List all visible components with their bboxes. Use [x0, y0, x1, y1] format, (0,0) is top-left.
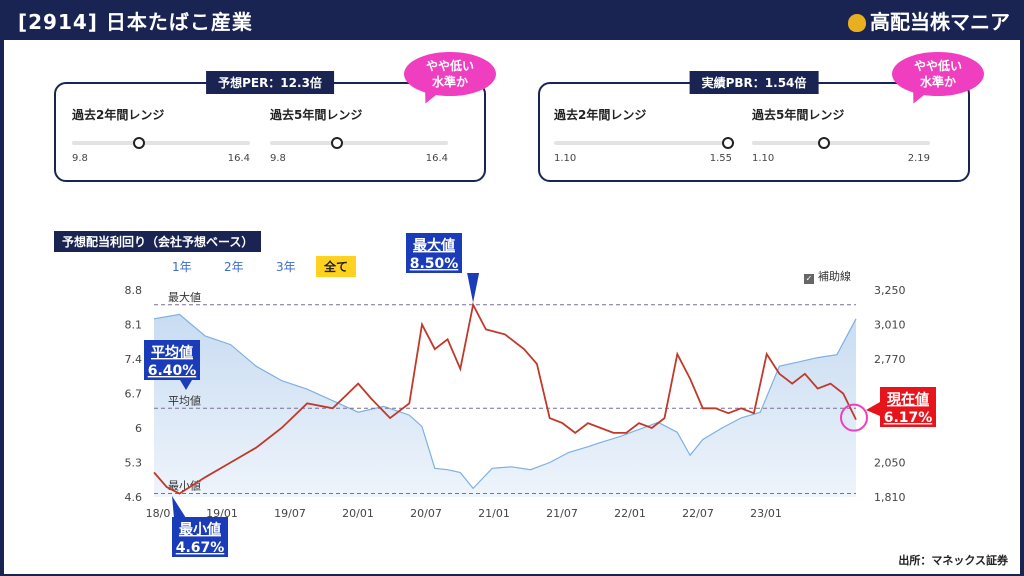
y-tick-label-right: 3,250	[874, 284, 906, 297]
range-low: 9.8	[270, 153, 286, 164]
callout-value: 8.50%	[410, 256, 459, 272]
y-tick-label-left: 4.6	[125, 491, 143, 504]
range-track	[554, 141, 732, 145]
per-card: 予想PER：12.3倍 過去2年間レンジ 9.8 16.4 過去5年間レンジ 9…	[54, 71, 486, 182]
callout-pointer	[172, 496, 186, 518]
range-label: 過去2年間レンジ	[554, 108, 647, 122]
pbr-comment-bubble: やや低い 水準か	[892, 52, 984, 106]
money-bag-icon	[848, 14, 866, 32]
callout-box	[172, 517, 228, 557]
brand-label: 高配当株マニア	[870, 10, 1010, 34]
range-high: 1.55	[709, 153, 732, 164]
pbr-tag: 実績PBR：1.54倍	[689, 71, 819, 94]
pbr-range-5y: 過去5年間レンジ 1.10 2.19	[752, 106, 930, 164]
y-tick-label-right: 1,810	[874, 491, 906, 504]
x-tick-label: 22/01	[614, 507, 646, 520]
per-range-2y: 過去2年間レンジ 9.8 16.4	[72, 106, 250, 164]
helper-line-toggle[interactable]: ✓ 補助線	[804, 268, 851, 284]
x-tick-label: 18/0	[146, 507, 171, 520]
range-marker	[330, 137, 343, 149]
range-high: 16.4	[425, 153, 448, 164]
tab-all[interactable]: 全て	[316, 256, 357, 277]
header-bar: [2914] 日本たばこ産業 高配当株マニア	[0, 0, 1024, 40]
range-label: 過去2年間レンジ	[72, 108, 165, 122]
callout-label: 最小値	[179, 521, 221, 538]
content-panel: 予想PER：12.3倍 過去2年間レンジ 9.8 16.4 過去5年間レンジ 9…	[4, 40, 1020, 574]
per-tag: 予想PER：12.3倍	[206, 71, 334, 94]
callout-label: 現在値	[887, 391, 929, 408]
range-marker	[721, 137, 734, 149]
callout-label: 最大値	[413, 237, 455, 254]
tab-3y[interactable]: 3年	[276, 260, 296, 274]
range-high: 16.4	[227, 153, 250, 164]
range-marker	[132, 137, 145, 149]
x-tick-label: 21/01	[478, 507, 510, 520]
callout-pointer	[467, 273, 480, 303]
x-tick-label: 22/07	[682, 507, 714, 520]
x-tick-label: 20/01	[342, 507, 374, 520]
range-label: 過去5年間レンジ	[270, 108, 363, 122]
price-line	[153, 313, 857, 490]
range-marker	[818, 137, 831, 149]
callout-value: 6.40%	[148, 363, 197, 379]
x-tick-label: 20/07	[410, 507, 442, 520]
chart-title: 予想配当利回り（会社予想ベース）	[54, 231, 262, 252]
y-tick-label-right: 3,010	[874, 319, 906, 332]
callout-box	[144, 340, 200, 380]
tab-1y[interactable]: 1年	[172, 260, 192, 274]
y-tick-label-left: 7.4	[125, 353, 143, 366]
reference-line-label: 最大値	[168, 290, 201, 304]
range-track	[72, 141, 250, 145]
brand-logo: 高配当株マニア	[848, 6, 1010, 35]
bubble-line: やや低い	[913, 59, 962, 73]
range-low: 1.10	[752, 153, 775, 164]
x-tick-label: 19/01	[206, 507, 238, 520]
range-label: 過去5年間レンジ	[752, 108, 845, 122]
x-tick-label: 19/07	[274, 507, 306, 520]
pbr-range-2y: 過去2年間レンジ 1.10 1.55	[554, 106, 734, 164]
y-tick-label-left: 6	[135, 422, 142, 435]
y-tick-label-right: 2,770	[874, 353, 906, 366]
y-tick-label-right: 2,050	[874, 457, 906, 470]
callout-value: 6.17%	[884, 410, 933, 426]
callout-pointer	[866, 402, 880, 416]
source-note: 出所：マネックス証券	[898, 554, 1008, 567]
reference-line-label: 平均値	[168, 394, 201, 407]
y-tick-label-left: 6.7	[125, 388, 143, 401]
x-tick-label: 23/01	[750, 507, 782, 520]
tab-2y[interactable]: 2年	[224, 260, 244, 274]
pbr-card: 実績PBR：1.54倍 過去2年間レンジ 1.10 1.55 過去5年間レンジ …	[538, 71, 970, 182]
checkbox-checked-icon: ✓	[804, 274, 814, 284]
per-comment-bubble: やや低い 水準か	[404, 52, 496, 106]
price-area	[154, 314, 856, 497]
helper-label: 補助線	[818, 270, 851, 283]
bubble-line: やや低い	[425, 59, 474, 73]
callout-value: 4.67%	[176, 540, 225, 556]
yield-line	[153, 302, 857, 495]
callout-label: 平均値	[151, 344, 193, 361]
y-tick-label-left: 8.8	[125, 284, 143, 297]
bubble-line: 水準か	[431, 75, 468, 89]
yield-chart: 8.8 8.1 7.4 6.7 6 5.3 4.6 3,250 3,010 2,770 2,050 1…	[125, 233, 936, 557]
bubble-line: 水準か	[919, 75, 956, 89]
range-high: 2.19	[907, 153, 930, 164]
current-value-marker	[840, 403, 868, 432]
reference-line-label: 最小値	[168, 480, 201, 493]
range-track	[270, 141, 448, 145]
y-tick-label-left: 8.1	[125, 319, 143, 332]
range-low: 1.10	[554, 153, 577, 164]
callout-box	[406, 233, 462, 273]
callout-pointer	[180, 380, 192, 390]
y-tick-label-left: 5.3	[125, 457, 143, 470]
x-tick-label: 21/07	[546, 507, 578, 520]
range-low: 9.8	[72, 153, 88, 164]
page-title: [2914] 日本たばこ産業	[18, 10, 253, 34]
callout-box	[880, 387, 936, 427]
range-track	[752, 141, 930, 145]
per-range-5y: 過去5年間レンジ 9.8 16.4	[270, 106, 448, 164]
